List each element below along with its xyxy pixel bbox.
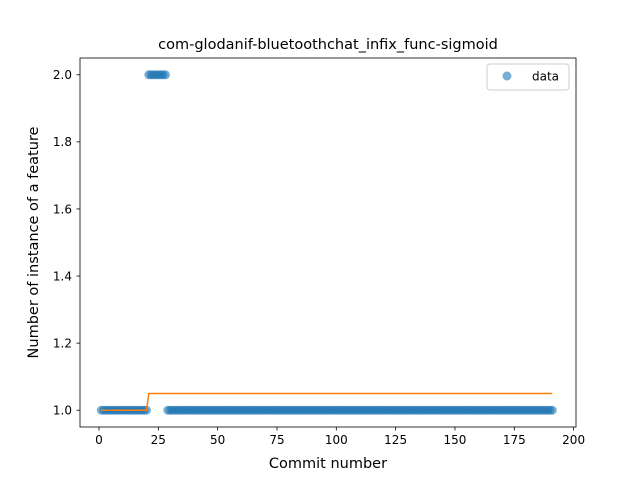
x-tick-label: 125 [384, 433, 407, 447]
y-tick-label: 1.0 [53, 404, 72, 418]
y-tick-label: 2.0 [53, 68, 72, 82]
x-tick-label: 75 [269, 433, 284, 447]
x-tick-label: 100 [325, 433, 348, 447]
fit-line [101, 392, 553, 411]
y-tick-label: 1.2 [53, 336, 72, 350]
y-tick-label: 1.6 [53, 202, 72, 216]
y-axis-label: Number of instance of a feature [26, 126, 42, 358]
x-tick-label: 50 [210, 433, 225, 447]
legend-marker [502, 71, 512, 81]
plot-area [96, 70, 557, 415]
x-axis-label: Commit number [269, 456, 387, 472]
x-tick-label: 200 [562, 433, 585, 447]
data-point [547, 405, 557, 415]
axes: 0 25 50 75 100 125 150 175 200 1.0 1.2 1.4 1.6 1.8 2.0 [53, 57, 585, 447]
chart-title: com-glodanif-bluetoothchat_infix_func-si… [158, 37, 498, 53]
legend: data [486, 63, 570, 91]
x-tick-label: 0 [95, 433, 103, 447]
y-tick-label: 1.4 [53, 269, 72, 283]
legend-box [486, 63, 570, 91]
x-tick-label: 175 [503, 433, 526, 447]
data-point [160, 70, 170, 80]
axes-frame [79, 57, 577, 428]
x-tick-label: 25 [151, 433, 166, 447]
y-tick-label: 1.8 [53, 135, 72, 149]
x-tick-label: 150 [444, 433, 467, 447]
legend-entry-data: data [532, 70, 559, 84]
